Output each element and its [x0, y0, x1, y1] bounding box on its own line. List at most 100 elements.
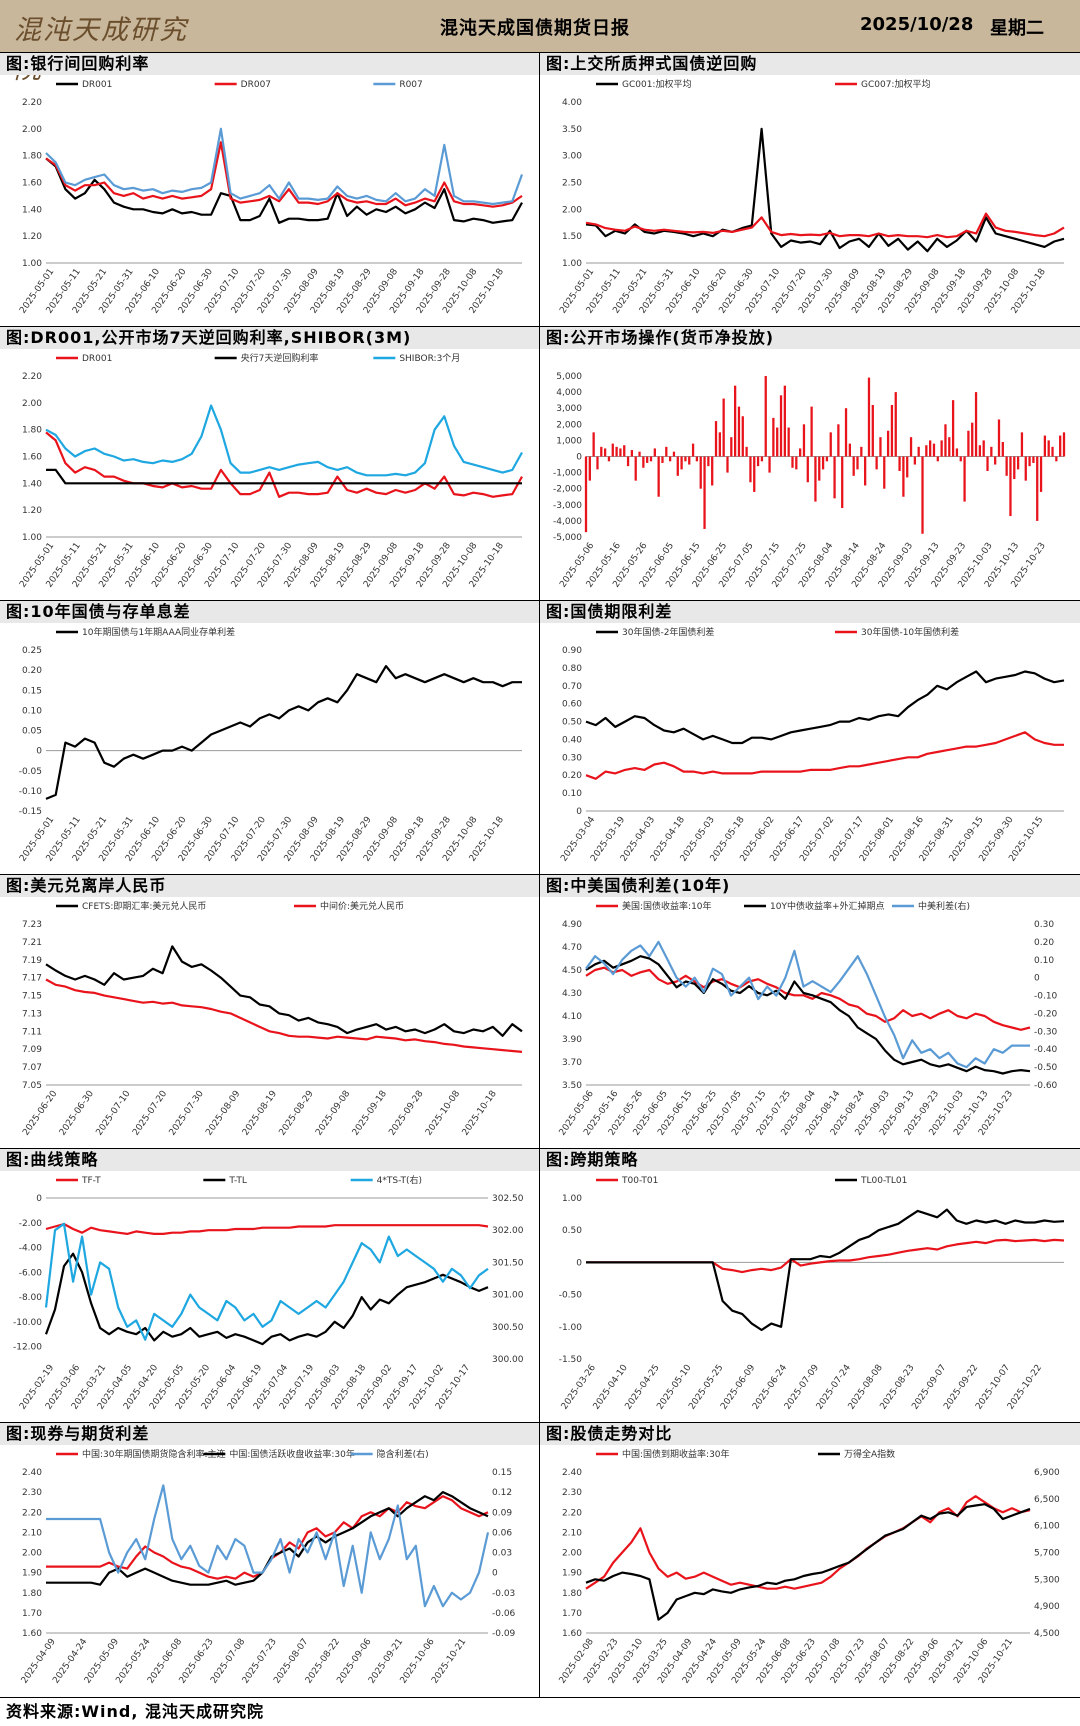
series-line: [45, 978, 523, 1053]
bar: [779, 395, 783, 457]
bar: [711, 456, 714, 486]
legend-label: 中国:国债活跃收盘收益率:30年: [229, 1448, 355, 1460]
y-tick-label: 2,000: [556, 420, 582, 430]
y2-tick-label: 302.00: [492, 1226, 524, 1236]
y2-tick-label: 6,100: [1034, 1522, 1060, 1532]
y-tick-label: -6.00: [19, 1268, 43, 1278]
y-tick-label: 1.20: [22, 506, 42, 516]
y2-tick-label: -0.40: [1034, 1045, 1058, 1055]
bar: [1001, 442, 1004, 457]
y-tick-label: 0.80: [562, 664, 582, 674]
legend-label: 隐含利差(右): [377, 1448, 429, 1460]
bar: [615, 446, 618, 457]
x-tick-label: 2025-10-08: [424, 1089, 462, 1138]
series-line: [45, 431, 523, 498]
panel-title-calendar-strategy: 图:跨期策略: [540, 1149, 1080, 1171]
y2-tick-label: 0.12: [492, 1488, 512, 1498]
legend-label: 30年国债-2年国债利差: [622, 626, 714, 638]
chart-term-spread: 30年国债-2年国债利差 30年国债-10年国债利差 0 0.10 0.20 0.30 0.…: [559, 626, 1065, 864]
bar: [749, 456, 752, 483]
bar: [1047, 440, 1050, 457]
y-tick-label: 2.00: [562, 1549, 582, 1559]
x-tick-label: 2025-09-08: [314, 1089, 352, 1138]
y2-tick-label: 0.15: [492, 1468, 512, 1478]
bar: [932, 443, 936, 457]
y-tick-label: -4,000: [553, 517, 582, 527]
y-tick-label: 0: [576, 1258, 582, 1268]
y-tick-label: 2.30: [22, 1488, 42, 1498]
bar: [737, 406, 741, 457]
bar: [860, 446, 863, 457]
bar: [684, 456, 687, 462]
bar: [837, 424, 840, 457]
y2-tick-label: -0.50: [1034, 1063, 1058, 1073]
bar: [864, 456, 867, 486]
y-tick-label: 0.20: [562, 771, 582, 781]
bar: [691, 443, 695, 457]
y-tick-label: -0.15: [19, 807, 42, 817]
bar: [772, 417, 775, 457]
bar: [1051, 446, 1054, 457]
y-tick-label: 0.50: [562, 1226, 582, 1236]
y2-tick-label: 301.00: [492, 1291, 524, 1301]
bar: [844, 408, 848, 457]
y-tick-label: 2.00: [22, 399, 42, 409]
row-divider: [0, 326, 1080, 327]
y-tick-label: 2.30: [562, 1488, 582, 1498]
y-tick-label: 0: [36, 1194, 42, 1204]
y-tick-label: 2.20: [22, 372, 42, 382]
y2-tick-label: 0: [1034, 974, 1040, 984]
panel-title-term-spread: 图:国债期限利差: [540, 601, 1080, 623]
y-tick-label: 5,000: [556, 372, 582, 382]
y2-tick-label: 0: [492, 1569, 498, 1579]
y2-tick-label: 0.03: [492, 1549, 512, 1559]
legend-label: 美国:国债收益率:10年: [622, 900, 712, 912]
bar: [944, 424, 947, 457]
bar: [676, 456, 679, 476]
y2-tick-label: 5,300: [1034, 1575, 1060, 1585]
y2-tick-label: -0.30: [1034, 1027, 1058, 1037]
legend-label: 央行7天逆回购利率: [241, 352, 319, 364]
x-tick-label: 2025-06-30: [58, 1089, 96, 1138]
bar: [1055, 456, 1058, 462]
x-tick-label: 2025-07-10: [94, 1089, 132, 1138]
y-tick-label: 2.10: [22, 1528, 42, 1538]
bar: [642, 456, 645, 468]
y-tick-label: -0.05: [19, 767, 42, 777]
bar: [925, 445, 928, 457]
y-tick-label: 1.20: [22, 232, 42, 242]
series-line: [585, 670, 1065, 745]
bar: [841, 456, 844, 509]
bar: [768, 456, 771, 473]
bar: [787, 427, 790, 457]
y-tick-label: 3.50: [562, 1081, 582, 1091]
y2-tick-label: 301.50: [492, 1258, 524, 1268]
y-tick-label: 1.00: [22, 533, 42, 543]
y-tick-label: -4.00: [19, 1244, 43, 1254]
bar: [714, 421, 718, 457]
y2-tick-label: -0.09: [492, 1629, 516, 1639]
y-tick-label: 1.70: [562, 1609, 582, 1619]
report-weekday: 星期二: [990, 18, 1044, 39]
y-tick-label: 1.50: [562, 232, 582, 242]
panel-title-stock-bond: 图:股债走势对比: [540, 1423, 1080, 1445]
y-tick-label: 0.25: [22, 646, 42, 656]
panel-title-cn-us-spread: 图:中美国债利差(10年): [540, 875, 1080, 897]
y-tick-label: -1.00: [559, 1323, 583, 1333]
y-tick-label: 0.50: [562, 718, 582, 728]
bar: [776, 427, 779, 457]
y-tick-label: 0.40: [562, 735, 582, 745]
y2-tick-label: 300.00: [492, 1355, 524, 1365]
chart-omo: -5,000 -4,000 -3,000 -2,000 -1,000 0 1,000 2,00…: [553, 372, 1066, 590]
bar: [879, 437, 882, 457]
y2-tick-label: 300.50: [492, 1323, 524, 1333]
bar: [672, 451, 676, 457]
bar: [741, 416, 744, 457]
y2-tick-label: 6,500: [1034, 1495, 1060, 1505]
y-tick-label: 4.50: [562, 966, 582, 976]
legend-label: 万得全A指数: [844, 1448, 895, 1460]
y2-tick-label: 0.20: [1034, 938, 1054, 948]
bar: [665, 446, 668, 457]
y2-tick-label: 0.06: [492, 1528, 512, 1538]
y-tick-label: 2.20: [22, 1508, 42, 1518]
